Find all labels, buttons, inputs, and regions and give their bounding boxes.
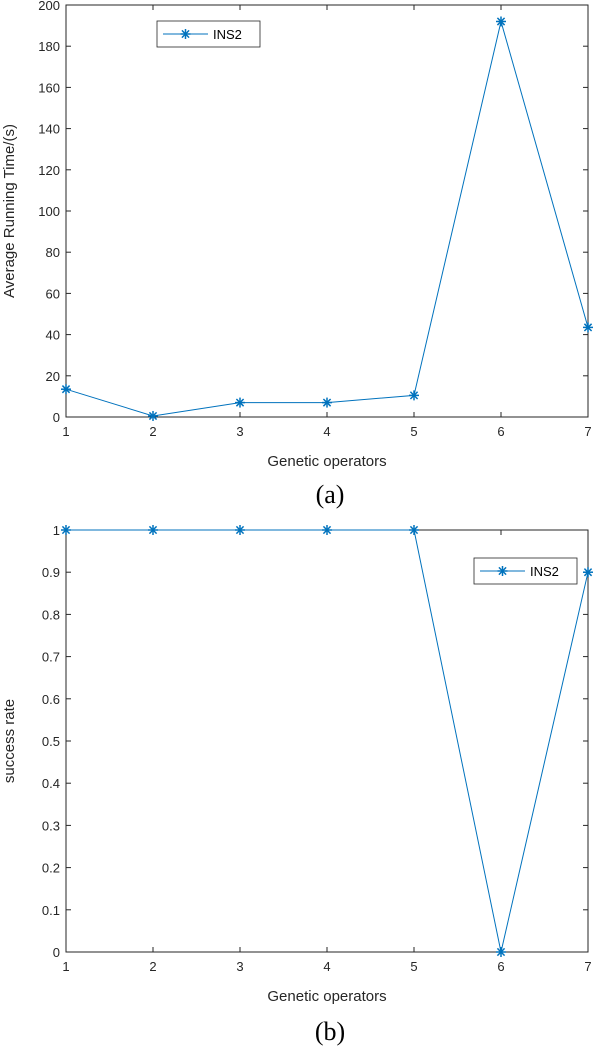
y-tick-label: 0.4 — [42, 776, 60, 791]
y-ticks-a: 0 20 40 60 80 100 120 140 160 180 200 — [38, 0, 588, 425]
x-axis-label-b: Genetic operators — [267, 988, 386, 1005]
y-tick-label: 80 — [46, 245, 60, 260]
caption-a: (a) — [316, 480, 345, 509]
y-tick-label: 0.3 — [42, 818, 60, 833]
chart-b: 1 2 3 4 5 6 7 0 0.1 0.2 0.3 0.4 0.5 0.6 0.7 0.8 0.9 1 Ge… — [1, 523, 593, 1046]
data-point — [148, 410, 158, 421]
x-tick-label: 4 — [323, 424, 330, 439]
data-point — [496, 16, 506, 27]
data-point — [496, 947, 506, 957]
y-tick-label: 0 — [53, 410, 60, 425]
y-tick-label: 160 — [38, 80, 60, 95]
y-tick-label: 0 — [53, 945, 60, 960]
caption-b: (b) — [315, 1017, 345, 1046]
plot-area-b — [65, 529, 589, 953]
x-tick-label: 6 — [497, 959, 504, 974]
legend-marker-symbol — [497, 566, 508, 576]
y-tick-label: 180 — [38, 39, 60, 54]
x-ticks-a: 1 2 3 4 5 6 7 — [62, 5, 592, 439]
y-tick-label: 200 — [38, 0, 60, 13]
data-point — [583, 322, 593, 333]
y-tick-label: 0.6 — [42, 692, 60, 707]
y-tick-label: 140 — [38, 122, 60, 137]
x-axis-label-a: Genetic operators — [267, 453, 386, 470]
legend-entry-a: INS2 — [213, 27, 242, 42]
chart-a: 1 2 3 4 5 6 7 0 20 40 60 80 100 120 140 160 180 200 Gene… — [1, 0, 593, 509]
series-group-a — [61, 16, 593, 421]
x-tick-label: 4 — [323, 959, 330, 974]
data-point — [409, 390, 419, 401]
series-group-b — [61, 525, 593, 957]
y-tick-label: 0.7 — [42, 650, 60, 665]
x-tick-label: 5 — [410, 424, 417, 439]
x-tick-label: 1 — [62, 959, 69, 974]
legend-marker-a — [180, 29, 191, 39]
data-point — [61, 384, 71, 395]
y-tick-label: 1 — [53, 523, 60, 538]
x-tick-label: 3 — [236, 424, 243, 439]
legend-b: INS2 — [473, 557, 578, 585]
x-tick-label: 7 — [584, 424, 591, 439]
data-point — [61, 525, 71, 535]
legend-a: INS2 — [156, 20, 261, 48]
plot-area-a — [65, 4, 589, 418]
data-point — [235, 397, 245, 408]
y-tick-label: 100 — [38, 204, 60, 219]
x-tick-label: 5 — [410, 959, 417, 974]
x-tick-label: 2 — [149, 424, 156, 439]
legend-entry-b: INS2 — [530, 564, 559, 579]
y-tick-label: 120 — [38, 163, 60, 178]
x-tick-label: 3 — [236, 959, 243, 974]
y-tick-label: 0.9 — [42, 565, 60, 580]
data-point — [583, 567, 593, 578]
x-tick-label: 6 — [497, 424, 504, 439]
y-axis-label-b: success rate — [1, 699, 18, 783]
data-point — [322, 397, 332, 408]
y-axis-label-a: Average Running Time/(s) — [1, 124, 18, 298]
y-tick-label: 20 — [46, 369, 60, 384]
legend-marker-symbol — [180, 29, 191, 39]
x-tick-label: 7 — [584, 959, 591, 974]
data-point — [409, 525, 419, 535]
y-tick-label: 0.1 — [42, 903, 60, 918]
x-tick-label: 1 — [62, 424, 69, 439]
y-tick-label: 60 — [46, 286, 60, 301]
x-tick-label: 2 — [149, 959, 156, 974]
data-point — [235, 525, 245, 535]
legend-marker-b — [497, 566, 508, 576]
y-tick-label: 0.5 — [42, 734, 60, 749]
data-point — [322, 525, 332, 535]
y-tick-label: 0.2 — [42, 861, 60, 876]
y-ticks-b: 0 0.1 0.2 0.3 0.4 0.5 0.6 0.7 0.8 0.9 1 — [42, 523, 588, 960]
y-tick-label: 40 — [46, 328, 60, 343]
y-tick-label: 0.8 — [42, 607, 60, 622]
data-point — [148, 525, 158, 535]
